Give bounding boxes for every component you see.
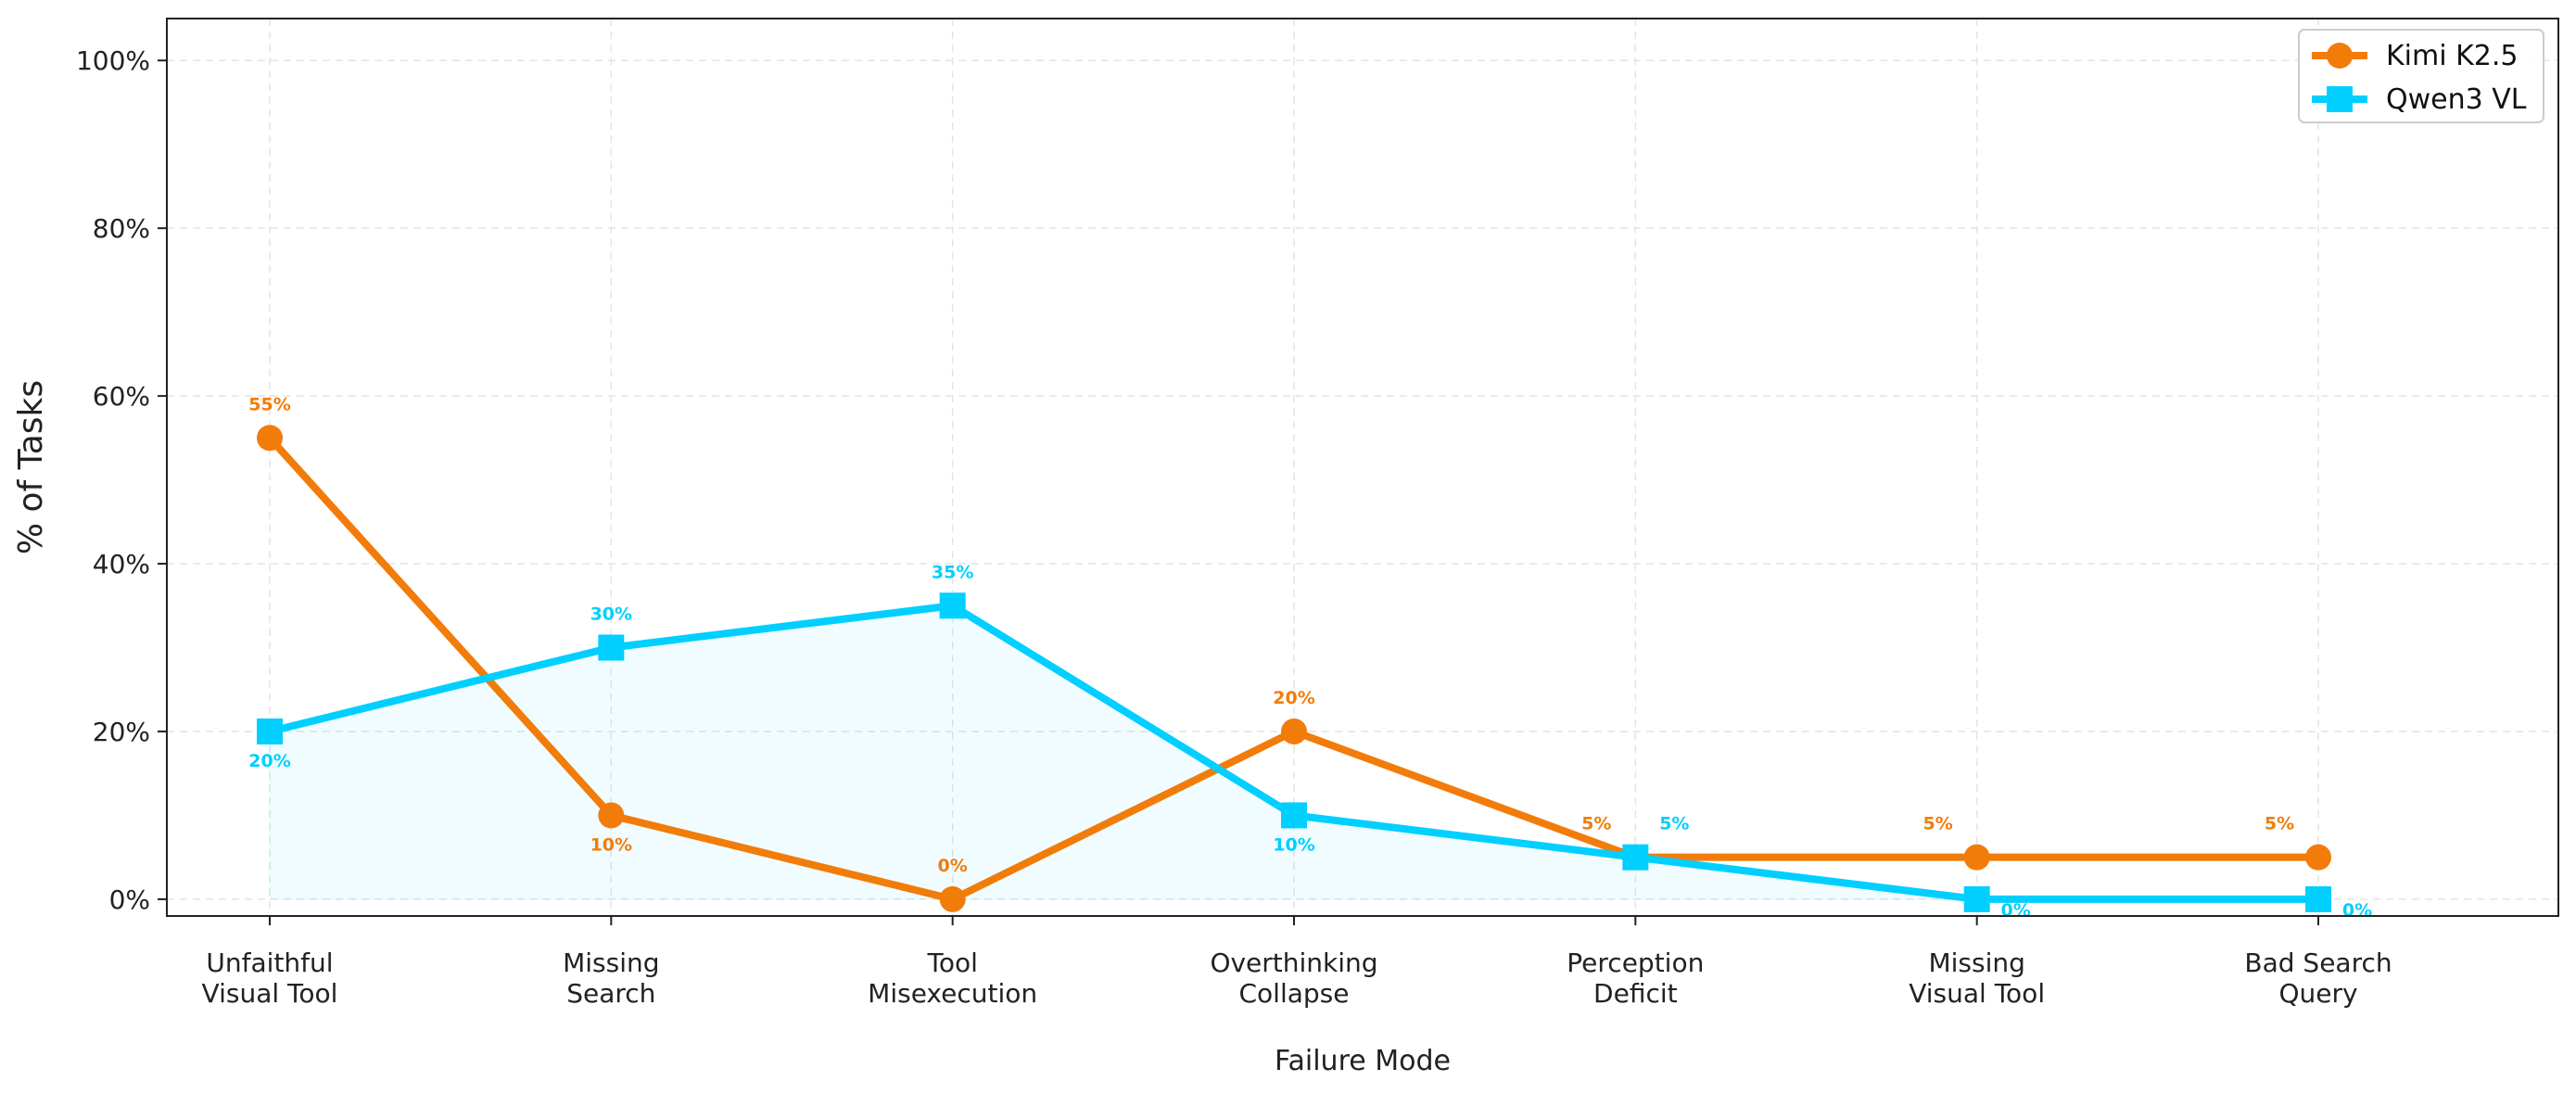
y-axis: 0% 20% 40% 60% 80% 100% (76, 45, 167, 915)
data-label: 10% (590, 834, 632, 855)
plot-frame (166, 18, 2559, 917)
x-axis-title: Failure Mode (1275, 1045, 1451, 1077)
x-tick-label: Overthinking (1210, 948, 1377, 978)
marker-point (939, 592, 966, 619)
x-tick-label: Misexecution (868, 978, 1037, 1009)
y-tick-label: 100% (76, 45, 150, 76)
marker-point (598, 802, 625, 829)
y-tick-label: 60% (93, 381, 150, 412)
y-tick-label: 0% (109, 884, 150, 915)
legend-marker (2327, 43, 2353, 69)
legend-marker (2327, 86, 2353, 112)
data-label: 0% (938, 856, 968, 876)
marker-point (1622, 844, 1649, 871)
x-tick-label: Visual Tool (1909, 978, 2045, 1009)
marker-point (257, 425, 283, 452)
data-label: 35% (932, 562, 973, 582)
data-label: 5% (1581, 814, 1611, 834)
x-tick-label: Visual Tool (202, 978, 338, 1009)
x-tick-label: Unfaithful (206, 948, 333, 978)
data-label: 5% (2265, 814, 2294, 834)
marker-point (939, 885, 966, 912)
y-tick-label: 40% (93, 549, 150, 579)
marker-point (598, 634, 625, 661)
data-label: 55% (248, 394, 290, 414)
marker-point (1281, 802, 1307, 829)
y-tick-label: 20% (93, 717, 150, 747)
data-label: 5% (1659, 814, 1689, 834)
marker-point (1963, 844, 1990, 871)
marker-point (2305, 885, 2331, 912)
x-tick-label: Missing (563, 948, 659, 978)
x-tick-label: Collapse (1239, 978, 1350, 1009)
marker-point (257, 718, 283, 744)
x-tick-label: Bad Search (2244, 948, 2392, 978)
legend-label: Kimi K2.5 (2386, 40, 2519, 72)
data-label: 20% (248, 751, 290, 771)
marker-point (2305, 844, 2331, 871)
data-labels: 55% 10% 0% 20% 5% 5% 5% 20% 30% 35% 10% 5% 0% 0% (248, 394, 2372, 921)
data-label: 20% (1273, 688, 1314, 708)
x-tick-label: Missing (1928, 948, 2024, 978)
data-label: 0% (2342, 900, 2372, 921)
y-axis-title: % of Tasks (12, 380, 50, 554)
marker-point (1281, 718, 1307, 744)
x-tick-label: Perception (1567, 948, 1704, 978)
y-tick-label: 80% (93, 213, 150, 244)
data-label: 30% (590, 604, 632, 625)
grid (167, 19, 2558, 916)
series-markers (257, 425, 2331, 912)
data-label: 0% (2001, 900, 2031, 921)
x-tick-label: Search (566, 978, 655, 1009)
x-tick-label: Deficit (1593, 978, 1678, 1009)
marker-point (1963, 885, 1990, 912)
legend-label: Qwen3 VL (2386, 83, 2527, 116)
x-tick-label: Tool (926, 948, 977, 978)
x-tick-label: Query (2278, 978, 2357, 1009)
legend: Kimi K2.5 Qwen3 VL (2298, 29, 2544, 123)
data-label: 5% (1923, 814, 1953, 834)
data-label: 10% (1273, 834, 1314, 855)
